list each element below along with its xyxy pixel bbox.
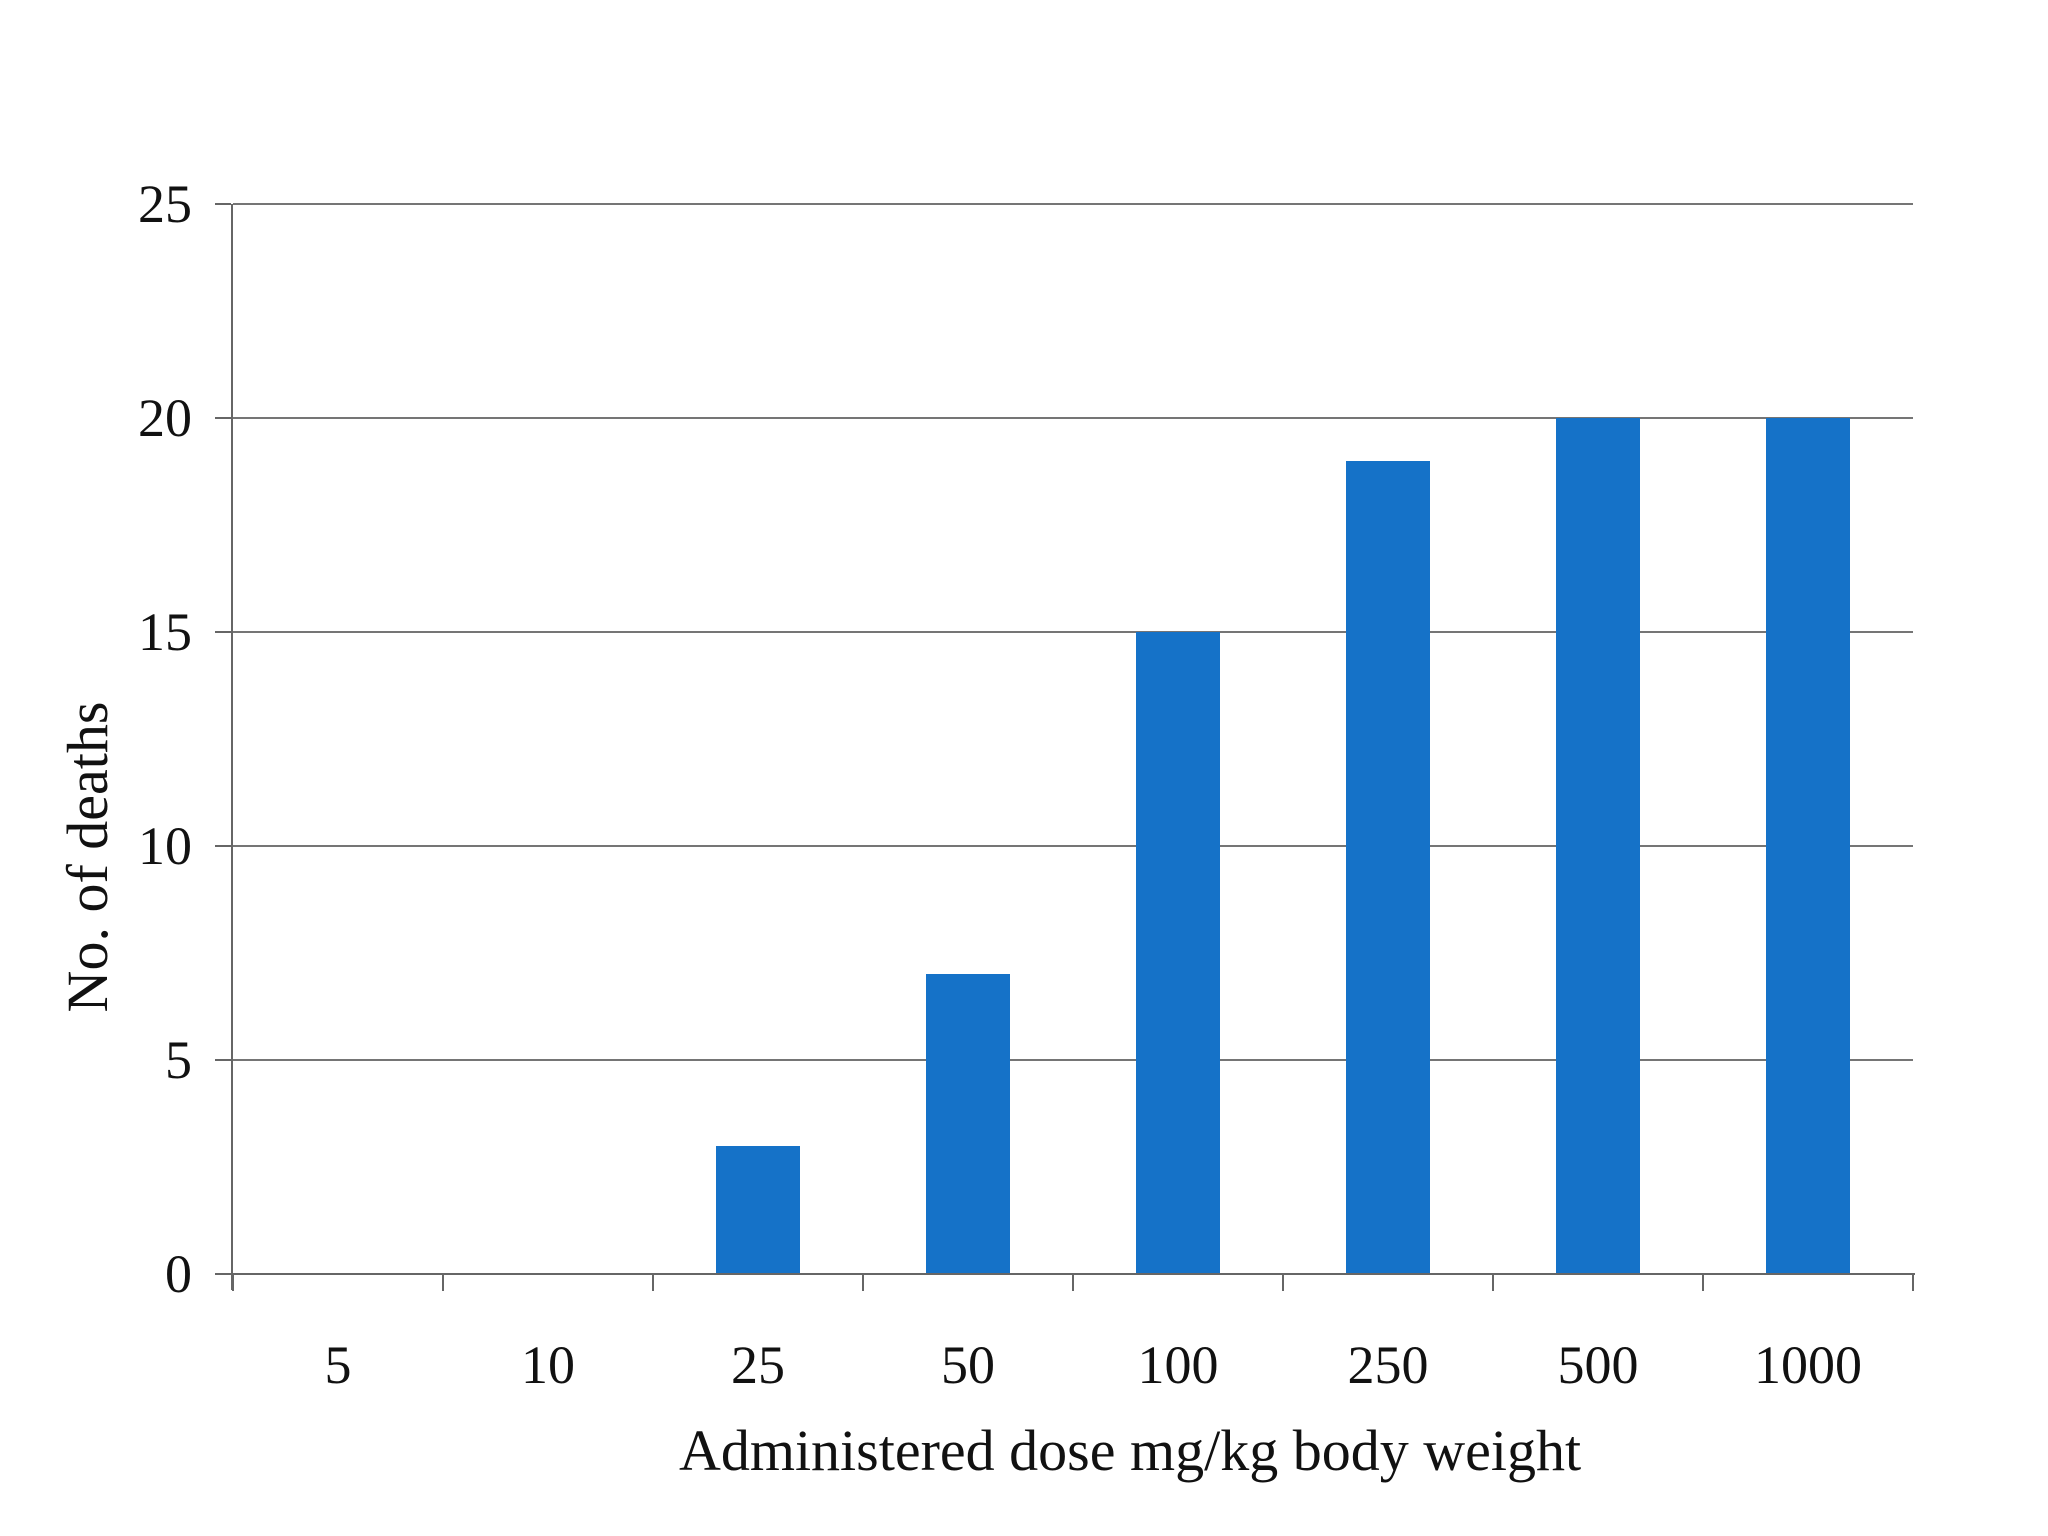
y-axis-line	[231, 204, 233, 1290]
x-tick-label-500: 500	[1557, 1335, 1639, 1395]
y-axis-tick-5	[215, 1059, 231, 1061]
x-axis-tick-5	[1282, 1275, 1284, 1291]
bar-100	[1136, 632, 1220, 1274]
x-tick-label-25: 25	[731, 1335, 785, 1395]
y-tick-label-15: 15	[138, 602, 192, 662]
x-axis-line	[233, 1273, 1915, 1275]
x-tick-label-1000: 1000	[1754, 1335, 1862, 1395]
bar-25	[716, 1145, 800, 1274]
y-axis-tick-15	[215, 631, 231, 633]
bar-500	[1556, 418, 1640, 1274]
y-tick-label-0: 0	[165, 1244, 192, 1304]
plot-area	[233, 203, 1913, 1274]
gridline-y-5	[233, 1059, 1913, 1061]
bar-1000	[1766, 418, 1850, 1274]
y-tick-label-5: 5	[165, 1030, 192, 1090]
x-tick-label-50: 50	[941, 1335, 995, 1395]
y-tick-label-10: 10	[138, 816, 192, 876]
x-axis-tick-2	[652, 1275, 654, 1291]
x-axis-tick-0	[232, 1275, 234, 1291]
x-axis-title: Administered dose mg/kg body weight	[678, 1418, 1582, 1483]
x-axis-tick-8	[1912, 1275, 1914, 1291]
gridline-y-10	[233, 845, 1913, 847]
x-tick-label-10: 10	[521, 1335, 575, 1395]
y-tick-label-20: 20	[138, 388, 192, 448]
x-tick-label-250: 250	[1347, 1335, 1429, 1395]
y-axis-tick-0	[215, 1273, 231, 1275]
x-axis-tick-6	[1492, 1275, 1494, 1291]
y-axis-tick-10	[215, 845, 231, 847]
gridline-y-20	[233, 417, 1913, 419]
y-axis-tick-25	[215, 203, 231, 205]
bar-50	[926, 974, 1010, 1274]
x-axis-tick-1	[442, 1275, 444, 1291]
gridline-y-25	[233, 203, 1913, 205]
y-tick-label-25: 25	[138, 174, 192, 234]
x-axis-tick-7	[1702, 1275, 1704, 1291]
y-axis-title: No. of deaths	[55, 701, 120, 1013]
x-axis-tick-3	[862, 1275, 864, 1291]
bar-250	[1346, 460, 1430, 1274]
gridline-y-15	[233, 631, 1913, 633]
x-tick-label-5: 5	[324, 1335, 352, 1395]
y-axis-tick-20	[215, 417, 231, 419]
x-tick-label-100: 100	[1137, 1335, 1219, 1395]
x-axis-tick-4	[1072, 1275, 1074, 1291]
